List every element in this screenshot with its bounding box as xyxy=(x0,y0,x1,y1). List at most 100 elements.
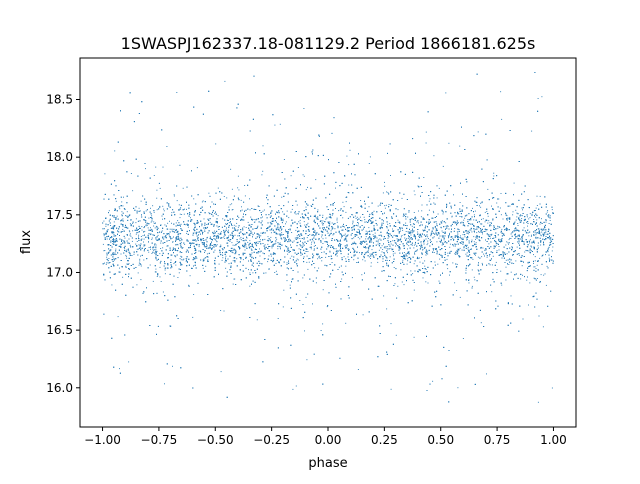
data-point xyxy=(548,228,550,230)
data-point xyxy=(202,267,204,269)
data-point xyxy=(140,200,142,202)
data-point xyxy=(411,244,413,246)
data-point xyxy=(484,221,486,223)
data-point xyxy=(140,264,142,266)
data-point xyxy=(462,338,464,339)
data-point xyxy=(257,252,259,254)
data-point xyxy=(308,258,309,260)
data-point xyxy=(371,241,373,243)
data-point xyxy=(539,195,541,197)
data-point xyxy=(289,284,291,286)
data-point xyxy=(315,282,317,284)
data-point xyxy=(508,239,510,241)
data-point xyxy=(192,316,194,318)
data-point xyxy=(117,230,119,232)
data-point xyxy=(461,249,463,251)
data-point xyxy=(456,263,458,265)
data-point xyxy=(259,255,261,257)
data-point xyxy=(155,271,157,273)
data-point xyxy=(370,258,371,259)
data-point xyxy=(220,310,222,311)
data-point xyxy=(413,244,415,246)
data-point xyxy=(457,232,459,234)
data-point xyxy=(454,243,456,245)
data-point xyxy=(204,231,206,232)
data-point xyxy=(488,243,490,245)
data-point xyxy=(119,208,121,210)
data-point xyxy=(183,258,185,260)
data-point xyxy=(162,205,164,207)
data-point xyxy=(345,258,347,260)
data-point xyxy=(459,247,461,249)
data-point xyxy=(465,269,467,271)
data-point xyxy=(331,262,333,263)
data-point xyxy=(385,204,387,206)
data-point xyxy=(296,258,298,260)
data-point xyxy=(346,155,348,157)
data-point xyxy=(148,217,150,219)
data-point xyxy=(321,252,323,253)
data-point xyxy=(533,266,535,268)
data-point xyxy=(336,255,338,257)
data-point xyxy=(182,247,184,249)
data-point xyxy=(281,232,283,234)
data-point xyxy=(510,295,512,297)
data-point xyxy=(142,235,144,237)
data-point xyxy=(153,211,155,213)
data-point xyxy=(505,244,507,246)
data-point xyxy=(535,216,537,218)
data-point xyxy=(445,225,447,227)
data-point xyxy=(330,258,332,260)
data-point xyxy=(545,254,546,256)
data-point xyxy=(126,211,128,213)
data-point xyxy=(236,230,238,232)
data-point xyxy=(352,214,354,216)
data-point xyxy=(179,164,181,166)
data-point xyxy=(405,231,407,232)
data-point xyxy=(501,228,503,230)
data-point xyxy=(430,241,432,242)
data-point xyxy=(408,245,410,247)
data-point xyxy=(536,250,538,252)
data-point xyxy=(406,225,408,227)
data-point xyxy=(232,249,234,251)
data-point xyxy=(157,234,159,236)
data-point xyxy=(478,237,480,238)
data-point xyxy=(427,242,429,244)
data-point xyxy=(317,258,319,260)
data-point xyxy=(159,187,161,189)
data-point xyxy=(236,258,238,260)
data-point xyxy=(263,231,264,233)
data-point xyxy=(401,197,403,199)
data-point xyxy=(401,281,403,283)
data-point xyxy=(520,214,522,216)
data-point xyxy=(193,294,195,295)
data-point xyxy=(389,223,391,224)
data-point xyxy=(491,291,493,293)
data-point xyxy=(449,274,450,276)
data-point xyxy=(448,237,449,239)
data-point xyxy=(502,218,504,220)
data-point xyxy=(528,266,529,268)
data-point xyxy=(389,256,391,258)
data-point xyxy=(390,243,392,245)
data-point xyxy=(319,257,321,259)
data-point xyxy=(528,235,530,237)
data-point xyxy=(433,155,435,157)
data-point xyxy=(113,253,115,255)
data-point xyxy=(283,289,285,291)
data-point xyxy=(513,182,515,184)
data-point xyxy=(250,216,252,218)
data-point xyxy=(381,223,383,225)
data-point xyxy=(419,261,421,263)
data-point xyxy=(294,237,296,239)
data-point xyxy=(220,245,222,247)
data-point xyxy=(168,234,170,236)
data-point xyxy=(309,246,311,248)
data-point xyxy=(266,239,268,241)
data-point xyxy=(159,253,161,255)
data-point xyxy=(108,210,110,212)
data-point xyxy=(326,306,328,308)
data-point xyxy=(240,236,242,238)
data-point xyxy=(458,213,460,215)
